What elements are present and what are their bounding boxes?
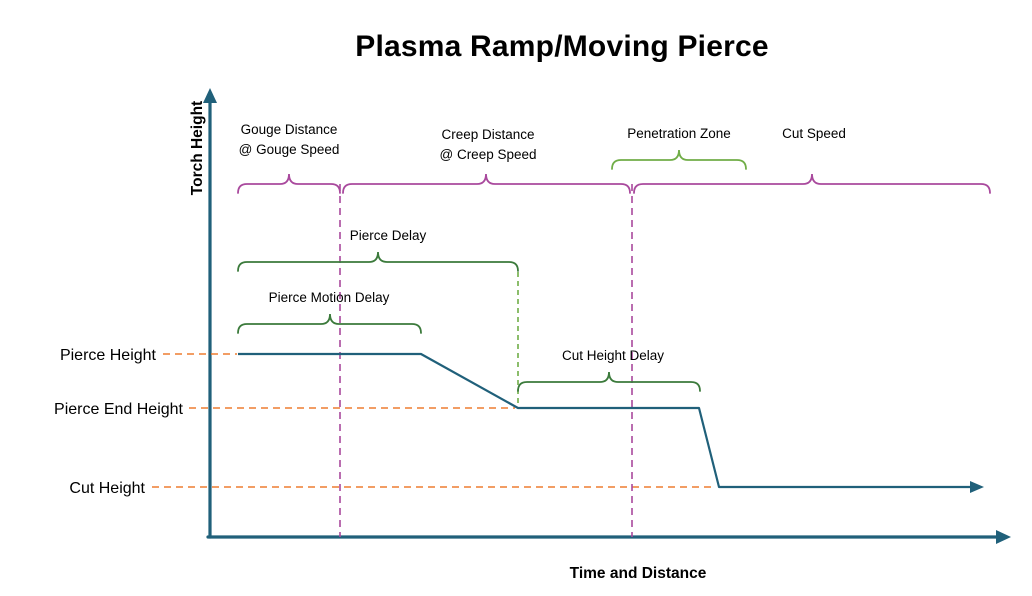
x-axis-arrow-icon (996, 530, 1011, 544)
pierce-height-label: Pierce Height (60, 347, 157, 364)
pierce-delay-label: Pierce Delay (350, 228, 427, 243)
penetration-zone-label: Penetration Zone (627, 126, 731, 141)
gouge-distance-label-line1: Gouge Distance (241, 122, 338, 137)
cut-height-delay-label: Cut Height Delay (562, 348, 664, 363)
page-title: Plasma Ramp/Moving Pierce (355, 30, 769, 63)
torch-height-curve (238, 352, 971, 489)
x-axis-label: Time and Distance (570, 565, 707, 582)
pierce-delay-brace (237, 251, 519, 272)
cut-height-delay-brace (517, 371, 701, 392)
y-axis-arrow-icon (203, 88, 217, 103)
creep-distance-label-line2: @ Creep Speed (439, 147, 536, 162)
cut-speed-brace (633, 173, 991, 194)
cut-height-label: Cut Height (69, 480, 145, 497)
pierce-motion-delay-brace (237, 313, 422, 334)
penetration-zone-brace (611, 149, 747, 170)
y-axis-label: Torch Height (189, 101, 206, 195)
pierce-motion-delay-label: Pierce Motion Delay (269, 290, 390, 305)
gouge-distance-label-line2: @ Gouge Speed (239, 142, 340, 157)
cut-speed-label: Cut Speed (782, 126, 846, 141)
creep-distance-brace (342, 173, 631, 194)
pierce-end-height-label: Pierce End Height (54, 401, 184, 418)
creep-distance-label-line1: Creep Distance (441, 127, 534, 142)
curve-arrow-icon (970, 481, 984, 493)
gouge-distance-brace (237, 173, 341, 194)
